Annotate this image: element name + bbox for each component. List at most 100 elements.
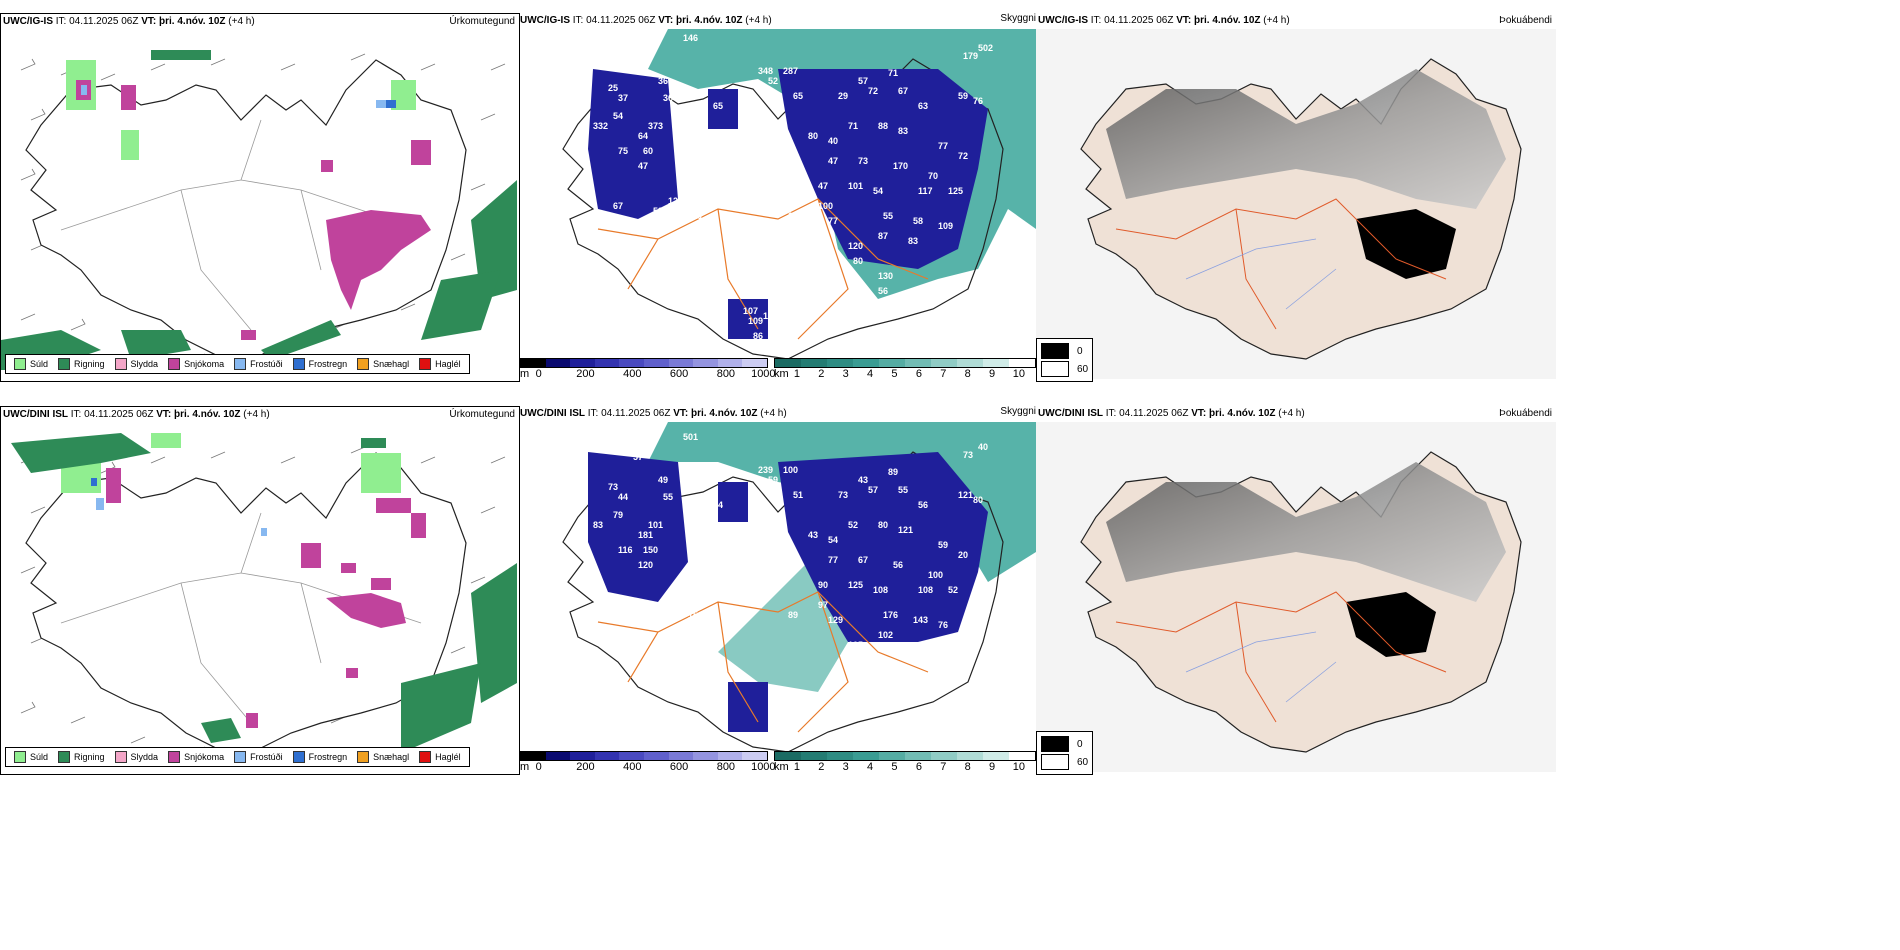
tick: 7	[940, 368, 947, 380]
colorbar-strip	[774, 358, 1036, 368]
model-name: UWC/DINI ISL	[1038, 408, 1103, 419]
tick: 400	[623, 761, 642, 773]
row2-vis-header: UWC/DINI ISL IT: 04.11.2025 06Z VT: þri.…	[520, 408, 787, 419]
tick: 3	[842, 368, 849, 380]
tick: 3	[842, 761, 849, 773]
tick: 1000	[751, 368, 776, 380]
fog-legend-row: 0	[1041, 342, 1088, 360]
legend-label: Snæhagl	[373, 752, 410, 762]
vt-label: VT:	[1176, 15, 1192, 26]
snow-areas	[106, 468, 426, 728]
cloud-base-label: 67	[858, 555, 868, 565]
cloud-base-label: 47	[828, 156, 838, 166]
fog-shading	[1106, 69, 1506, 209]
dense-fog-area	[1356, 209, 1456, 279]
precip-legend: Súld Rigning Slydda Snjókoma Frostúði Fr…	[5, 747, 470, 767]
road-network	[597, 198, 929, 340]
cloud-base-label: 75	[683, 171, 693, 181]
tick: 0	[535, 368, 542, 380]
vt-label: VT:	[673, 408, 689, 419]
cloud-base-label: 373	[648, 121, 663, 131]
cloud-base-label: 40	[828, 136, 838, 146]
tick: 10	[1012, 368, 1026, 380]
cloud-base-label: 47	[758, 136, 768, 146]
colorbar-unit: km	[774, 368, 789, 380]
colorbar-ticks: 1 2 3 4 5 6 7 8 9 10	[792, 761, 1036, 775]
cloud-base-label: 36	[658, 76, 668, 86]
cloud-base-label: 88	[878, 121, 888, 131]
cloud-base-label: 79	[613, 510, 623, 520]
cloud-base-label: 65	[713, 101, 723, 111]
legend-label: Haglél	[435, 752, 461, 762]
colorbar-ticks: 1 2 3 4 5 6 7 8 9 10	[792, 368, 1036, 382]
tick: 2	[818, 761, 825, 773]
cloud-base-label: 55	[898, 485, 908, 495]
cloud-base-label: 108	[918, 585, 933, 595]
cloud-base-label: 80	[973, 495, 983, 505]
cloud-base-label: 101	[848, 181, 863, 191]
cloud-base-label: 64	[638, 131, 648, 141]
legend-label: Rigning	[74, 752, 105, 762]
swatch	[1041, 361, 1069, 377]
cloud-base-label: 146	[683, 33, 698, 43]
legend-label: Haglél	[435, 359, 461, 369]
tick: 5	[891, 761, 898, 773]
fog-legend-label: 60	[1077, 756, 1089, 768]
cloud-base-label: 20	[958, 550, 968, 560]
cloud-base-label: 502	[978, 43, 993, 53]
model-name: UWC/DINI ISL	[3, 409, 68, 420]
cloud-base-label: 80	[878, 520, 888, 530]
model-name: UWC/IG-IS	[520, 15, 570, 26]
freezing-drizzle-areas	[81, 85, 388, 108]
snow-areas	[76, 80, 431, 340]
cloud-base-label: 57	[858, 76, 868, 86]
precip-map	[1, 50, 517, 370]
fog-shading	[1106, 462, 1506, 602]
swatch	[58, 358, 71, 370]
cloud-base-label: 89	[888, 467, 898, 477]
model-name: UWC/IG-IS	[3, 16, 53, 27]
swatch	[292, 358, 305, 370]
legend-label: Rigning	[74, 359, 105, 369]
legend-item: Haglél	[419, 751, 461, 763]
legend-item: Haglél	[419, 358, 461, 370]
cloud-base-label: 80	[853, 256, 863, 266]
cloud-base-label: 73	[838, 490, 848, 500]
fog-legend-label: 0	[1077, 345, 1083, 357]
cloud-base-label: 83	[593, 520, 603, 530]
colorbar-ticks: 0 200 400 600 800 1000	[534, 368, 776, 382]
cloud-base-label: 61	[683, 570, 693, 580]
cloud-base-label: 72	[958, 151, 968, 161]
cloud-base-label: 77	[938, 141, 948, 151]
swatch	[168, 358, 181, 370]
cloud-base-label: 170	[893, 161, 908, 171]
cloud-base-label: 36	[663, 93, 673, 103]
row2-precip-panel: UWC/DINI ISL IT: 04.11.2025 06Z VT: þri.…	[0, 406, 520, 775]
cloud-base-label: 54	[828, 535, 838, 545]
cloud-base-label: 44	[618, 492, 628, 502]
fog-legend-row: 0	[1041, 735, 1088, 753]
legend-label: Slydda	[130, 752, 159, 762]
it-value: 04.11.2025 06Z	[1119, 408, 1189, 419]
vt-label: VT:	[1191, 408, 1207, 419]
legend-item: Frostúði	[234, 751, 283, 763]
cloud-base-label: 107	[743, 306, 758, 316]
cloud-base-label: 125	[848, 580, 863, 590]
cloud-base-label: 117	[918, 186, 933, 196]
cloud-base-label: 116	[618, 545, 633, 555]
cloud-base-colorbar: m 0 200 400 600 800 1000	[520, 358, 776, 382]
vt-value: þri. 4.nóv. 10Z	[1194, 15, 1261, 26]
cloud-base-label: 52	[848, 520, 858, 530]
legend-label: Frostregn	[308, 752, 348, 762]
legend-item: Snjókoma	[168, 358, 224, 370]
fog-legend: 0 60	[1036, 731, 1094, 775]
rivers	[1185, 238, 1337, 310]
cloud-base-label: 105	[848, 640, 863, 650]
legend-label: Snæhagl	[373, 359, 410, 369]
fog-map	[1036, 422, 1556, 772]
model-name: UWC/IG-IS	[1038, 15, 1088, 26]
legend-item: Frostúði	[234, 358, 283, 370]
row1-vis-header: UWC/IG-IS IT: 04.11.2025 06Z VT: þri. 4.…	[520, 15, 772, 26]
cloud-base-label: 97	[818, 600, 828, 610]
